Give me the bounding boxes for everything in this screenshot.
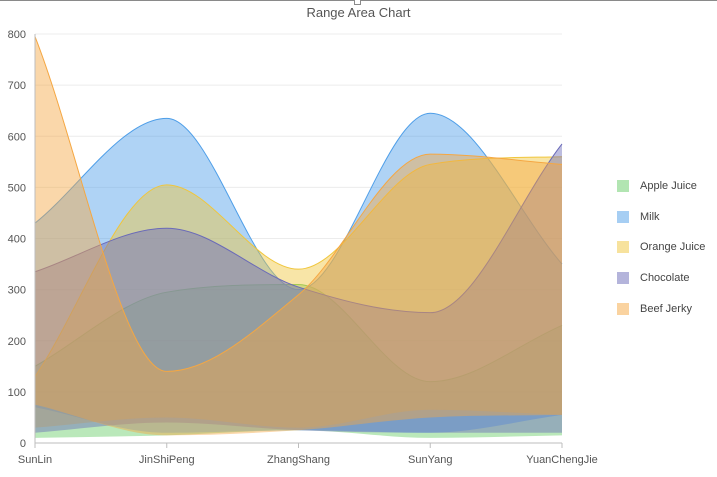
range-high-line bbox=[34, 284, 563, 383]
grid-lines bbox=[35, 33, 562, 393]
legend-item-apple-juice[interactable]: Apple Juice bbox=[617, 171, 705, 202]
legend-swatch-icon bbox=[617, 241, 629, 254]
y-tick-label: 700 bbox=[8, 80, 26, 92]
legend-item-chocolate[interactable]: Chocolate bbox=[617, 263, 705, 294]
series-areas bbox=[34, 36, 563, 438]
y-tick-label: 800 bbox=[8, 29, 26, 41]
legend-swatch-icon bbox=[617, 180, 629, 193]
range-area-chocolate[interactable] bbox=[35, 143, 562, 433]
range-high-line bbox=[34, 143, 563, 314]
range-high-line bbox=[34, 112, 563, 291]
legend-label: Orange Juice bbox=[640, 241, 706, 254]
range-high-line bbox=[34, 156, 563, 377]
legend-swatch-icon bbox=[617, 272, 629, 285]
range-area-milk[interactable] bbox=[35, 113, 562, 433]
range-area-orange-juice[interactable] bbox=[35, 156, 562, 428]
y-tick-label: 400 bbox=[8, 234, 26, 246]
x-tick-label: ZhangShang bbox=[267, 454, 330, 466]
chart-title: Range Area Chart bbox=[306, 5, 411, 20]
y-tick-label: 100 bbox=[8, 387, 26, 399]
y-tick-label: 600 bbox=[8, 131, 26, 143]
range-area-apple-juice[interactable] bbox=[35, 284, 562, 438]
x-tick-label: SunYang bbox=[408, 454, 452, 466]
y-tick-label: 300 bbox=[8, 285, 26, 297]
x-tick-label: SunLin bbox=[18, 454, 52, 466]
axes: 0 100 200 300 400 500 600 700 800 SunLin JinShiPen… bbox=[8, 29, 598, 466]
legend-item-orange-juice[interactable]: Orange Juice bbox=[617, 232, 705, 263]
legend-swatch-icon bbox=[617, 210, 629, 223]
legend-label: Apple Juice bbox=[640, 180, 697, 193]
legend-label: Milk bbox=[640, 210, 660, 223]
y-tick-label: 500 bbox=[8, 182, 26, 194]
range-area-beef-jerky[interactable] bbox=[35, 36, 562, 436]
x-tick-label: JinShiPeng bbox=[139, 454, 195, 466]
legend: Apple Juice Milk Orange Juice Chocolate Beef… bbox=[617, 171, 705, 324]
legend-label: Beef Jerky bbox=[640, 302, 692, 315]
legend-item-milk[interactable]: Milk bbox=[617, 202, 705, 233]
legend-label: Chocolate bbox=[640, 272, 690, 285]
range-high-line bbox=[34, 36, 563, 372]
legend-swatch-icon bbox=[617, 302, 629, 315]
x-tick-label: YuanChengJie bbox=[526, 454, 598, 466]
legend-item-beef-jerky[interactable]: Beef Jerky bbox=[617, 293, 705, 324]
y-tick-label: 200 bbox=[8, 336, 26, 348]
resize-handle-icon[interactable] bbox=[354, 0, 361, 5]
y-tick-label: 0 bbox=[20, 438, 26, 450]
